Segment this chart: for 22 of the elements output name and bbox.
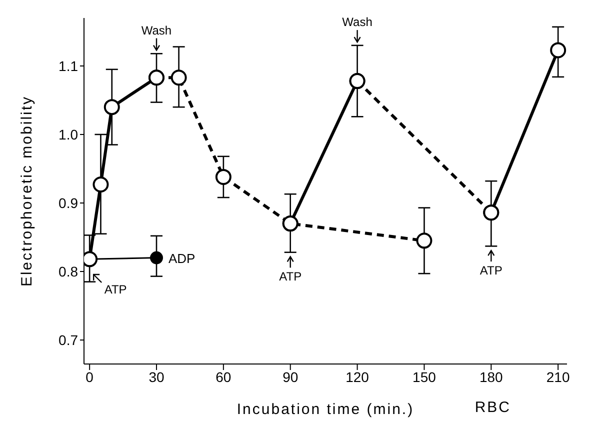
x-tick-label: 30 [148,368,165,385]
series-label: ADP [168,250,196,266]
x-tick-label: 90 [282,368,298,385]
y-axis-title: Electrophoretic mobility [18,95,36,287]
x-tick-label: 150 [412,368,436,385]
y-tick-label: 1.1 [58,58,78,74]
x-tick-label: 120 [346,368,370,385]
annotation: ATP [480,264,502,278]
y-tick-label: 0.8 [58,263,78,280]
annotation: ATP [104,282,127,297]
annotation: Wash [342,15,372,30]
y-tick-label: 0.7 [58,332,78,348]
x-tick-label: 0 [86,368,94,385]
y-tick-label: 1.0 [58,126,78,142]
text: RBC [474,399,511,416]
y-tick-label: 0.9 [58,194,78,211]
x-tick-label: 210 [546,368,570,385]
annotation: ATP [279,270,302,284]
annotation: Wash [141,23,172,38]
x-tick-label: 180 [479,368,504,385]
x-tick-label: 60 [216,368,232,385]
x-axis-title: Incubation time (min.) [236,401,414,418]
